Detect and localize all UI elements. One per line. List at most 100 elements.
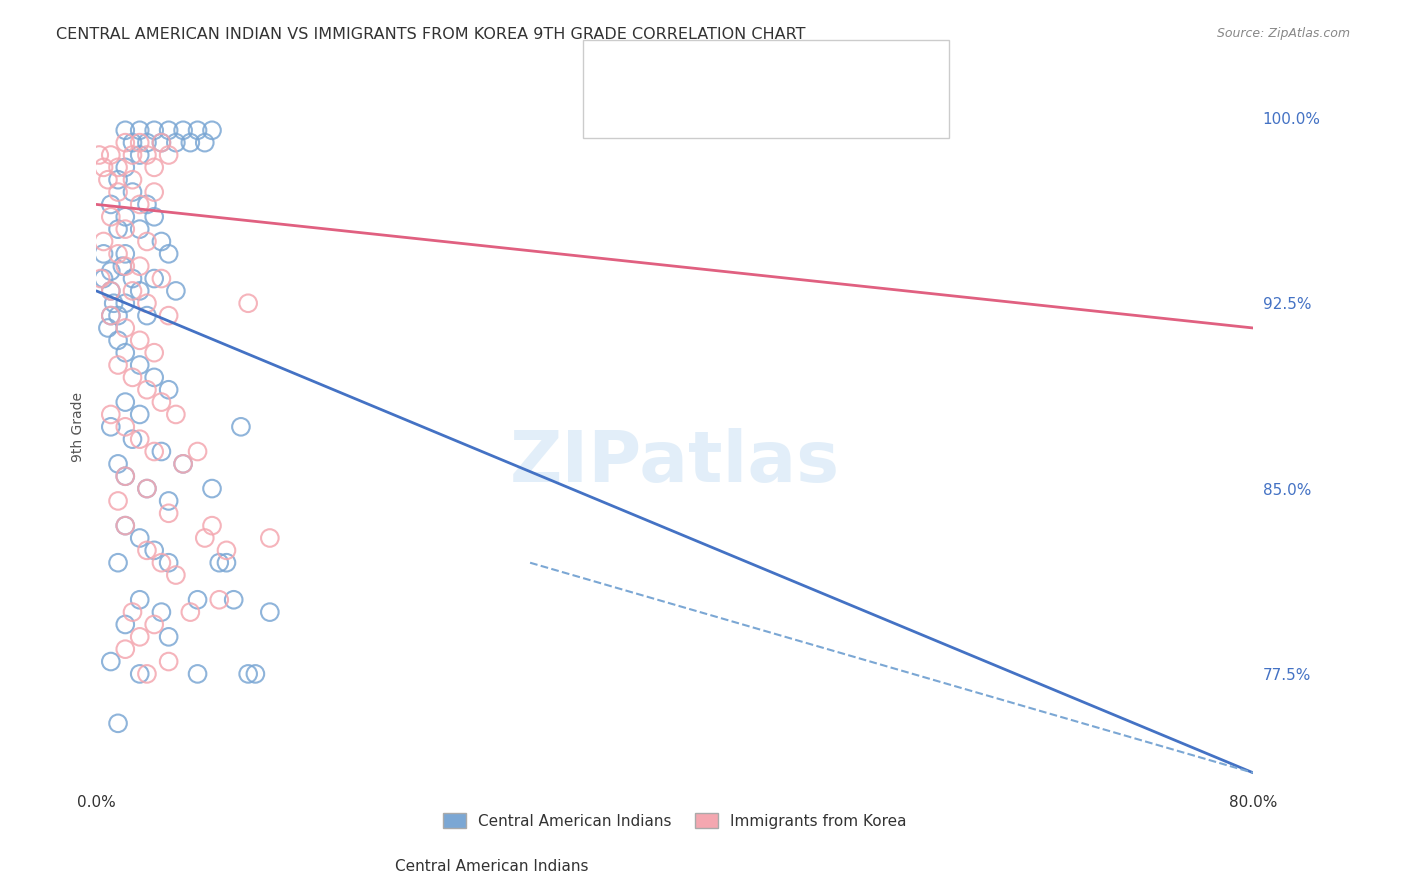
Point bbox=[111, 259, 134, 273]
Point bbox=[143, 210, 166, 224]
Point bbox=[100, 419, 122, 434]
Point bbox=[107, 716, 129, 731]
Point bbox=[103, 296, 125, 310]
Point bbox=[114, 161, 136, 175]
Point bbox=[107, 185, 129, 199]
Point bbox=[128, 531, 150, 545]
Point bbox=[179, 136, 201, 150]
Point bbox=[100, 210, 122, 224]
Point bbox=[165, 136, 187, 150]
Point bbox=[150, 444, 173, 458]
Point bbox=[157, 655, 180, 669]
Point bbox=[114, 321, 136, 335]
Point bbox=[107, 161, 129, 175]
Point bbox=[208, 556, 231, 570]
Legend: Central American Indians, Immigrants from Korea: Central American Indians, Immigrants fro… bbox=[437, 806, 912, 835]
Point bbox=[187, 123, 209, 137]
Point bbox=[97, 172, 120, 186]
Point bbox=[100, 148, 122, 162]
Point bbox=[114, 296, 136, 310]
Point bbox=[143, 617, 166, 632]
Point bbox=[128, 222, 150, 236]
Point bbox=[143, 444, 166, 458]
Point bbox=[157, 309, 180, 323]
Point bbox=[136, 197, 159, 211]
Point bbox=[150, 556, 173, 570]
Point bbox=[107, 457, 129, 471]
Point bbox=[100, 408, 122, 422]
Y-axis label: 9th Grade: 9th Grade bbox=[72, 392, 86, 462]
Point bbox=[208, 592, 231, 607]
Point bbox=[100, 309, 122, 323]
Point bbox=[128, 592, 150, 607]
Point bbox=[121, 370, 143, 384]
Point bbox=[107, 222, 129, 236]
Point bbox=[150, 136, 173, 150]
Point bbox=[136, 482, 159, 496]
Point bbox=[100, 655, 122, 669]
Point bbox=[100, 284, 122, 298]
Point bbox=[157, 630, 180, 644]
Point bbox=[114, 518, 136, 533]
Point bbox=[136, 148, 159, 162]
Point bbox=[114, 136, 136, 150]
Point bbox=[128, 284, 150, 298]
Point bbox=[89, 148, 111, 162]
Point bbox=[128, 334, 150, 348]
Point bbox=[136, 309, 159, 323]
Point bbox=[121, 172, 143, 186]
Point bbox=[100, 264, 122, 278]
Point bbox=[136, 383, 159, 397]
Point bbox=[165, 568, 187, 582]
Point bbox=[172, 457, 194, 471]
Point bbox=[150, 395, 173, 409]
Point bbox=[107, 556, 129, 570]
Point bbox=[121, 432, 143, 446]
Point bbox=[229, 419, 252, 434]
Point bbox=[90, 271, 112, 285]
Point bbox=[194, 531, 217, 545]
Point bbox=[201, 482, 224, 496]
Point bbox=[128, 630, 150, 644]
Point bbox=[114, 642, 136, 657]
Point bbox=[172, 123, 194, 137]
Point bbox=[114, 222, 136, 236]
Point bbox=[93, 247, 115, 261]
Point bbox=[143, 271, 166, 285]
Point bbox=[128, 136, 150, 150]
Point bbox=[114, 210, 136, 224]
Point bbox=[128, 408, 150, 422]
Point bbox=[107, 172, 129, 186]
Point bbox=[107, 247, 129, 261]
Point bbox=[136, 136, 159, 150]
Point bbox=[114, 617, 136, 632]
Point bbox=[259, 605, 281, 619]
Point bbox=[114, 469, 136, 483]
Point bbox=[114, 518, 136, 533]
Point bbox=[236, 666, 259, 681]
Point bbox=[172, 457, 194, 471]
Point bbox=[143, 370, 166, 384]
Point bbox=[100, 197, 122, 211]
Point bbox=[143, 161, 166, 175]
Point bbox=[236, 296, 259, 310]
Point bbox=[143, 345, 166, 359]
Point bbox=[165, 408, 187, 422]
Point bbox=[245, 666, 267, 681]
Point bbox=[150, 605, 173, 619]
Point bbox=[128, 666, 150, 681]
Point bbox=[136, 296, 159, 310]
Point bbox=[157, 383, 180, 397]
Point bbox=[201, 123, 224, 137]
Point bbox=[143, 123, 166, 137]
Point bbox=[128, 358, 150, 372]
Point bbox=[114, 259, 136, 273]
Point bbox=[114, 419, 136, 434]
Point bbox=[114, 469, 136, 483]
Point bbox=[107, 334, 129, 348]
Point bbox=[93, 235, 115, 249]
Point bbox=[179, 605, 201, 619]
Point bbox=[114, 123, 136, 137]
Point bbox=[136, 235, 159, 249]
Point bbox=[97, 321, 120, 335]
